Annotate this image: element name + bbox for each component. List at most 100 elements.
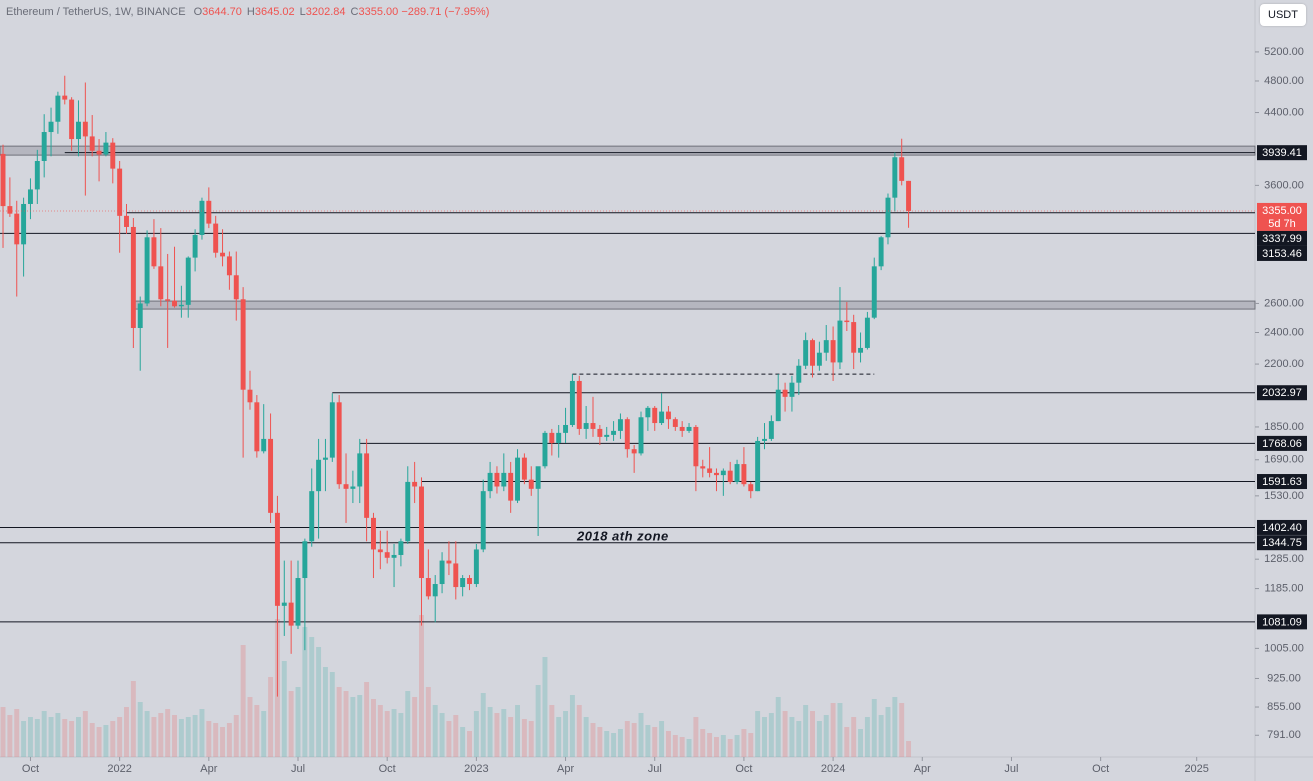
candles-layer: [0, 75, 912, 697]
candle-body: [563, 424, 569, 433]
candle-body: [233, 275, 239, 300]
candle-body: [55, 95, 61, 122]
volume-bar: [76, 717, 81, 757]
candle-body: [652, 407, 658, 424]
x-tick-label: Oct: [379, 763, 396, 775]
candle-body: [144, 237, 150, 304]
level-label-box: [1257, 519, 1307, 535]
volume-bar: [288, 691, 294, 757]
candle-body: [446, 560, 452, 564]
volume-bar: [576, 705, 582, 757]
volume-bar: [165, 709, 171, 757]
volume-bar: [254, 705, 260, 757]
volume-bar: [864, 717, 870, 757]
volume-bar: [782, 711, 788, 757]
x-tick-label: Oct: [1092, 763, 1109, 775]
y-tick-label: 1850.00: [1264, 421, 1304, 433]
y-tick-label: 2400.00: [1264, 326, 1304, 338]
candle-body: [377, 549, 383, 553]
candle-body: [460, 578, 466, 588]
volume-bar: [473, 711, 479, 757]
candle-body: [528, 479, 534, 489]
candle-body: [391, 554, 397, 558]
candle-body: [624, 419, 630, 450]
volume-bar: [467, 731, 472, 757]
x-tick-label: Apr: [557, 763, 574, 775]
volume-bar: [803, 705, 809, 757]
level-label-box: [1257, 230, 1307, 246]
volume-bar: [789, 717, 795, 757]
candle-body: [336, 402, 342, 485]
volume-bar: [137, 702, 143, 757]
currency-button[interactable]: USDT: [1260, 4, 1306, 26]
volume-bar: [707, 733, 713, 757]
candle-body: [96, 150, 102, 155]
volume-bar: [117, 717, 123, 757]
candle-body: [151, 237, 157, 267]
volume-bar: [233, 715, 239, 757]
candle-body: [158, 266, 164, 300]
candle-body: [343, 484, 349, 489]
volume-bar: [89, 723, 95, 757]
level-label-box: [1257, 535, 1307, 551]
candle-body: [34, 161, 40, 190]
change: −289.71 (−7.95%): [401, 6, 490, 18]
candle-body: [322, 457, 328, 460]
countdown: 5d 7h: [1268, 218, 1296, 230]
volume-bar: [563, 711, 569, 757]
volume-bar: [851, 717, 857, 757]
candle-body: [27, 189, 33, 204]
candle-body: [439, 560, 445, 585]
candle-body: [604, 434, 610, 437]
volume-bar: [432, 705, 438, 757]
volume-bar: [659, 721, 665, 757]
volume-bar: [185, 717, 191, 757]
volume-bar: [7, 715, 13, 757]
candle-body: [659, 411, 665, 424]
y-tick-label: 4400.00: [1264, 106, 1304, 118]
volume-bar: [693, 717, 699, 757]
volume-bar: [775, 697, 781, 757]
volume-bar: [309, 637, 315, 757]
volume-bar: [130, 681, 136, 757]
volume-bar: [405, 691, 411, 757]
volume-bar: [597, 727, 603, 757]
ohlc-value: 3644.70: [202, 6, 242, 18]
volume-bar: [412, 697, 418, 757]
candle-body: [741, 464, 747, 485]
legend-header: Ethereum / TetherUS, 1W, BINANCE O3644.7…: [6, 6, 489, 18]
candle-body: [576, 380, 582, 429]
volume-bar: [885, 707, 891, 757]
y-tick-label: 855.00: [1267, 701, 1301, 713]
level-label: 3153.46: [1262, 248, 1302, 260]
volume-bar: [858, 729, 864, 757]
candle-body: [748, 484, 754, 492]
volume-bar: [220, 727, 226, 757]
volume-bar: [899, 703, 905, 757]
volume-bar: [158, 713, 164, 757]
candle-body: [165, 299, 171, 301]
level-label: 2032.97: [1262, 387, 1302, 399]
y-tick-label: 5200.00: [1264, 46, 1304, 58]
candle-body: [597, 428, 603, 437]
level-label-box: [1257, 145, 1307, 161]
candle-body: [21, 203, 27, 245]
volume-bar: [226, 723, 232, 757]
volume-bar: [714, 737, 719, 757]
volume-bar: [295, 687, 301, 757]
volume-bar: [192, 715, 198, 757]
ohlc-key: O: [193, 6, 203, 18]
x-tick-label: Apr: [200, 763, 217, 775]
x-tick-label: Apr: [914, 763, 931, 775]
volume-bar: [48, 717, 54, 757]
y-tick-label: 1185.00: [1265, 582, 1304, 594]
levels-layer: [0, 145, 1256, 623]
volume-bar: [172, 715, 177, 757]
volume-bar: [700, 729, 706, 757]
candle-body: [172, 300, 177, 307]
candle-body: [844, 320, 850, 323]
candle-body: [384, 552, 390, 558]
candle-body: [906, 180, 912, 211]
candle-body: [268, 438, 274, 513]
